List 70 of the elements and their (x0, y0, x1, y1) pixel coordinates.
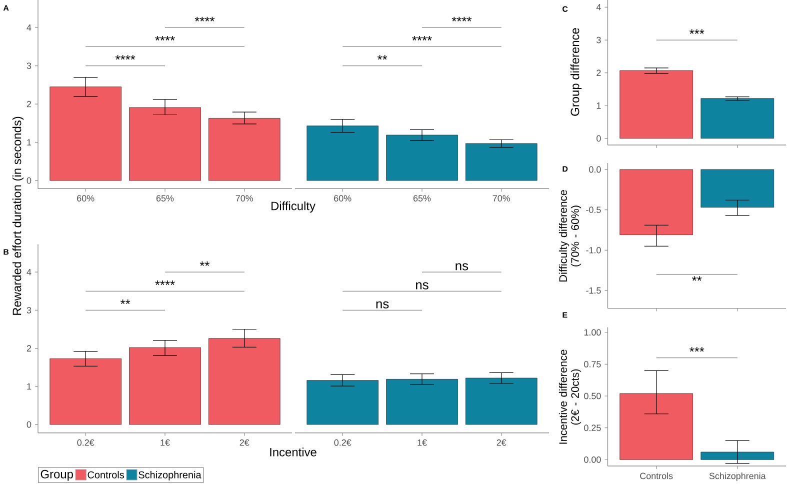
y-tick-label: 3 (596, 36, 601, 44)
annotation: ** (200, 261, 210, 266)
y-tick-label: 0.50 (584, 392, 601, 400)
annotation: **** (115, 55, 136, 60)
x-tick-label: 0.2€ (77, 439, 94, 446)
legend-title: Group (40, 470, 73, 481)
y-tick-label: 0 (596, 135, 601, 142)
annotation: ** (692, 276, 702, 281)
bar (465, 378, 538, 425)
y-tick-label: 0.00 (584, 456, 601, 463)
bar (50, 86, 122, 181)
annotation: **** (194, 16, 215, 22)
annotation: ns (376, 301, 389, 308)
bar (306, 126, 379, 181)
y-tick-label: 1 (27, 139, 32, 146)
x-tick-label: 60% (77, 195, 94, 202)
y-tick-label: -1.5 (586, 287, 601, 294)
annotation: ** (377, 55, 388, 60)
y-tick-label: 4 (26, 24, 32, 31)
y-axis-title: Incentive difference (2€ - 20cts) (558, 350, 582, 444)
bar (386, 378, 458, 425)
annotation: ** (120, 300, 130, 304)
x-tick-label: 65% (413, 195, 431, 202)
x-tick-label: 65% (156, 195, 174, 202)
x-axis-title: Incentive (270, 448, 316, 456)
annotation: **** (155, 280, 175, 285)
y-tick-label: 2 (26, 345, 32, 352)
y-tick-label: -1.0 (586, 247, 601, 254)
bar (306, 380, 379, 425)
y-tick-label: 1.00 (584, 329, 601, 336)
bar (129, 347, 201, 425)
y-tick-label: 2 (26, 100, 32, 108)
annotation: *** (690, 347, 704, 352)
bar (386, 134, 458, 181)
y-tick-label: 3 (26, 62, 32, 69)
x-tick-label: 70% (236, 195, 254, 202)
y-tick-label: 0.0 (589, 166, 601, 173)
x-axis-title: Difficulty (272, 201, 316, 213)
annotation: **** (155, 36, 175, 41)
annotation: **** (452, 16, 472, 22)
bar (50, 358, 122, 425)
x-tick-label: 2€ (240, 439, 250, 446)
y-tick-label: 4 (26, 269, 32, 276)
bar (208, 118, 280, 181)
x-tick-label: 1€ (418, 439, 427, 446)
y-tick-label: 0.75 (584, 361, 601, 368)
annotation: ns (416, 282, 428, 290)
annotation: *** (690, 29, 704, 34)
annotation: ns (456, 263, 468, 270)
x-tick-label: 0.2€ (334, 439, 352, 446)
y-axis-title: Rewarded effort duration (in seconds) (12, 116, 24, 315)
bar (465, 143, 538, 181)
y-tick-label: 0 (26, 421, 32, 428)
y-tick-label: 4 (596, 4, 601, 10)
bar (208, 338, 280, 425)
y-tick-label: -0.5 (586, 206, 601, 213)
x-tick-label: 1€ (160, 439, 170, 446)
y-tick-label: 0.25 (584, 424, 601, 432)
y-tick-label: 3 (26, 307, 32, 314)
y-tick-label: 2 (596, 70, 601, 76)
y-tick-label: 0 (26, 177, 32, 184)
x-tick-label: 60% (334, 195, 352, 202)
y-axis-title: Group difference (570, 28, 582, 116)
annotation: **** (412, 36, 432, 41)
x-tick-label: 70% (492, 195, 510, 202)
y-tick-label: 1 (27, 383, 32, 390)
bar (129, 107, 201, 181)
y-tick-label: 1 (596, 102, 601, 109)
x-tick-label: 2€ (496, 439, 506, 446)
y-axis-title: Difficulty difference (70% - 60%) (558, 190, 582, 282)
